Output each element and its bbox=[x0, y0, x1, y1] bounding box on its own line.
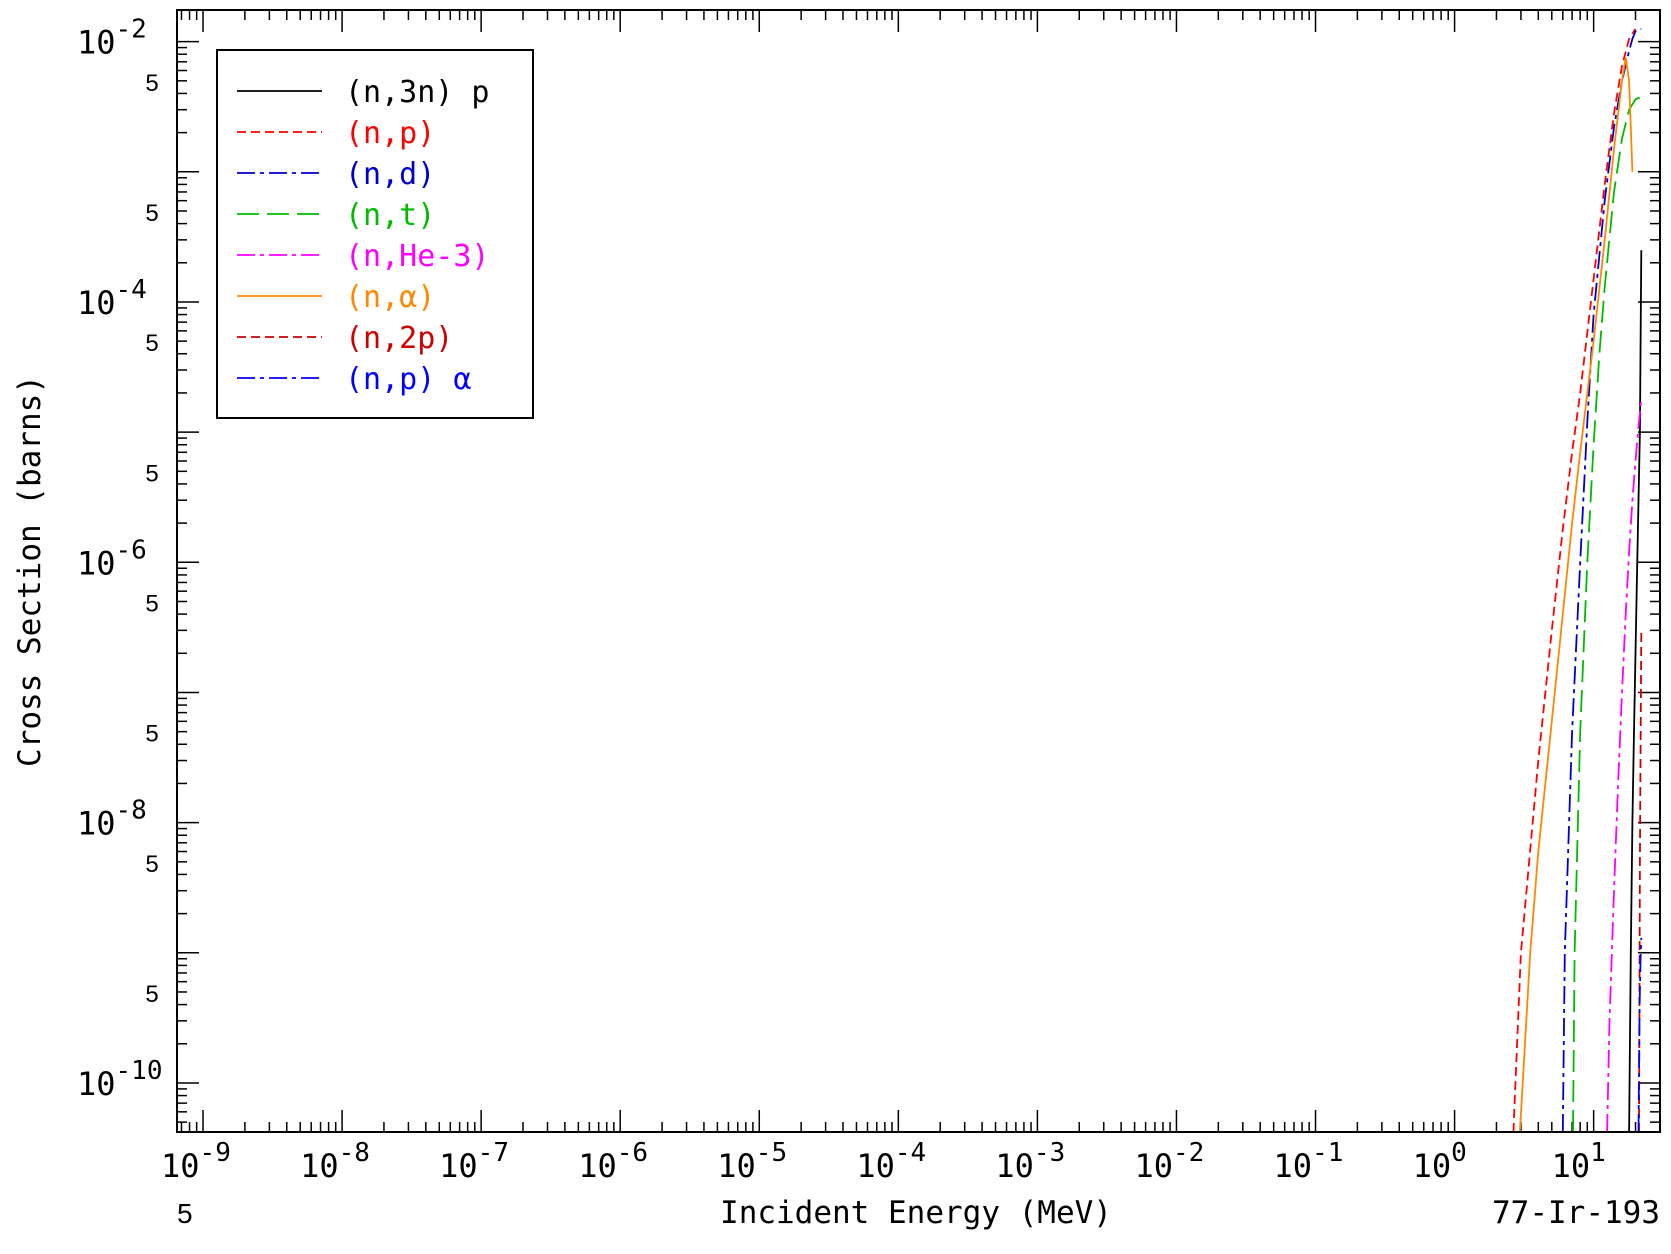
y-minor-tick-label: 5 bbox=[145, 981, 158, 1008]
x-tick-labels: 10-9 10-8 10-7 10-6 10-5 10-4 10-3 10-2 10-1 100 1… bbox=[161, 1138, 1606, 1185]
y-tick-label: 10-10 bbox=[77, 1056, 163, 1103]
y-axis-label: Cross Section (barns) bbox=[12, 375, 48, 767]
y-minor-tick-label: 5 bbox=[145, 330, 158, 357]
footer-left-label: 5 bbox=[177, 1198, 193, 1229]
series-line-3 bbox=[1561, 28, 1642, 1133]
y-tick-label: 10-8 bbox=[77, 796, 147, 843]
x-tick-label: 101 bbox=[1552, 1138, 1606, 1185]
series-line-2 bbox=[1512, 28, 1637, 1133]
legend-label: (n,t) bbox=[345, 198, 435, 233]
legend-items: (n,3n) p (n,p) (n,d) (n,t) (n,He-3) (n,α) (n,2… bbox=[237, 75, 490, 397]
series-line-5 bbox=[1606, 398, 1643, 1133]
x-tick-label: 10-8 bbox=[300, 1138, 370, 1185]
x-tick-label: 10-3 bbox=[995, 1138, 1065, 1185]
x-axis-label: Incident Energy (MeV) bbox=[720, 1195, 1112, 1231]
series-line-1 bbox=[1628, 250, 1643, 1133]
legend: (n,3n) p (n,p) (n,d) (n,t) (n,He-3) (n,α) (n,2… bbox=[216, 49, 534, 419]
y-minor-tick-label: 5 bbox=[145, 70, 158, 97]
y-tick-label: 10-4 bbox=[77, 275, 147, 322]
legend-label: (n,p) bbox=[345, 116, 435, 151]
legend-label: (n,α) bbox=[345, 280, 435, 315]
y-minor-tick-label: 5 bbox=[145, 851, 158, 878]
legend-label: (n,3n) p bbox=[345, 75, 490, 110]
series-line-4 bbox=[1572, 96, 1642, 1133]
series-lines bbox=[1512, 28, 1643, 1133]
x-tick-label: 10-7 bbox=[439, 1138, 509, 1185]
y-tick-label: 10-6 bbox=[77, 535, 147, 582]
plot-frame bbox=[176, 9, 1661, 1133]
axis-ticks bbox=[177, 10, 1661, 1132]
series-line-6 bbox=[1519, 57, 1634, 1133]
x-tick-label: 10-5 bbox=[717, 1138, 787, 1185]
x-tick-label: 10-1 bbox=[1274, 1138, 1344, 1185]
y-tick-labels: 10-2 10-4 10-6 10-8 10-10 5 5 5 5 5 5 5 5 bbox=[77, 15, 163, 1103]
x-tick-label: 10-9 bbox=[161, 1138, 231, 1185]
y-tick-label: 10-2 bbox=[77, 15, 147, 62]
y-minor-tick-label: 5 bbox=[145, 200, 158, 227]
y-minor-tick-label: 5 bbox=[145, 721, 158, 748]
series-line-8 bbox=[1637, 937, 1643, 1133]
x-tick-label: 10-6 bbox=[578, 1138, 648, 1185]
legend-box bbox=[216, 49, 534, 419]
legend-label: (n,d) bbox=[345, 157, 435, 192]
x-tick-label: 100 bbox=[1413, 1138, 1467, 1185]
legend-label: (n,He-3) bbox=[345, 239, 490, 274]
y-minor-tick-label: 5 bbox=[145, 590, 158, 617]
footer-right-label: 77-Ir-193 bbox=[1492, 1195, 1660, 1231]
legend-label: (n,p) α bbox=[345, 362, 471, 397]
x-tick-label: 10-4 bbox=[856, 1138, 926, 1185]
legend-label: (n,2p) bbox=[345, 321, 453, 356]
y-minor-tick-label: 5 bbox=[145, 460, 158, 487]
x-tick-label: 10-2 bbox=[1134, 1138, 1204, 1185]
